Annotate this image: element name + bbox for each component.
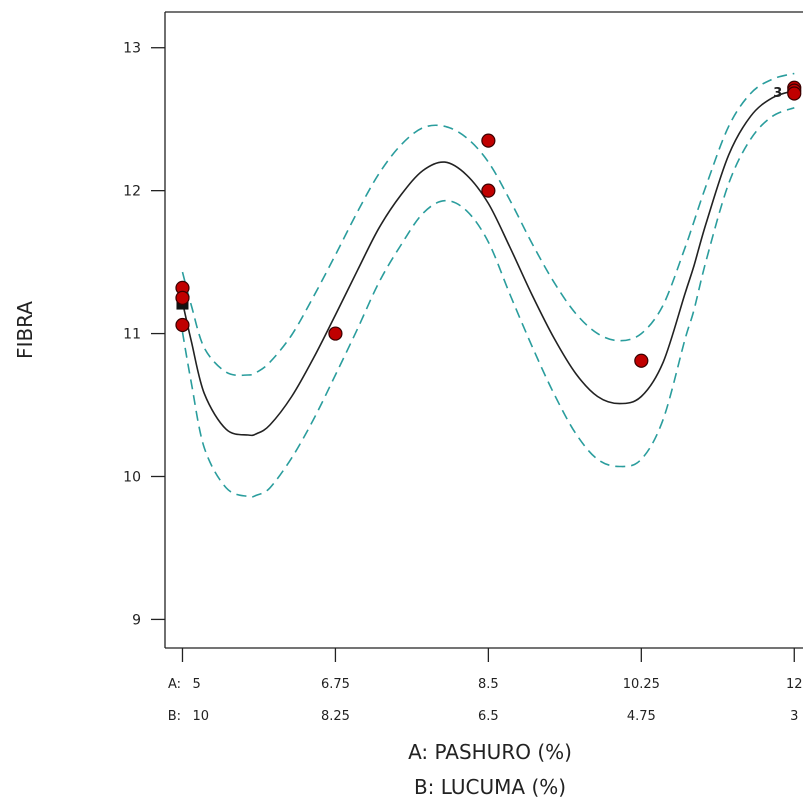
y-tick-label: 12 (123, 184, 141, 200)
b-axis-prefix: B: (168, 709, 181, 724)
a-axis-prefix: A: (168, 677, 181, 692)
points-layer: 3 (175, 80, 802, 368)
fitted-curve (181, 89, 795, 437)
x-axis-title-a: A: PASHURO (%) (408, 740, 572, 764)
a-tick-label: 10.25 (623, 677, 660, 692)
a-tick-label: 6.75 (321, 677, 350, 692)
x-axis-title-b: B: LUCUMA (%) (414, 775, 566, 799)
y-tick-label: 13 (123, 41, 141, 57)
a-tick-label: 12 (786, 677, 803, 692)
b-tick-label: 3 (790, 709, 798, 724)
y-axis: 9 10 11 12 13 (123, 41, 165, 628)
data-point (481, 133, 496, 148)
data-point (175, 317, 190, 333)
y-tick-label: 10 (123, 469, 141, 485)
y-tick-label: 11 (123, 327, 141, 343)
b-tick-label: 4.75 (627, 709, 656, 724)
b-tick-label: 8.25 (321, 709, 350, 724)
a-tick-label: 5 (192, 677, 200, 692)
y-tick-label: 9 (132, 612, 141, 628)
data-point (481, 183, 496, 198)
interval-curve (181, 107, 795, 498)
x-axis: 5 10 6.75 8.25 8.5 6.5 10.25 4.75 12 3 A: B: (168, 648, 803, 724)
data-point (328, 326, 343, 341)
data-point (787, 86, 802, 101)
interval-curve (181, 72, 795, 377)
b-tick-label: 10 (192, 709, 209, 724)
series-layer (181, 72, 795, 498)
plot-frame (164, 11, 803, 649)
a-tick-label: 8.5 (478, 677, 499, 692)
y-axis-title: FIBRA (13, 301, 37, 359)
b-tick-label: 6.5 (478, 709, 499, 724)
design-point-count-label: 3 (773, 86, 782, 101)
data-point (175, 290, 190, 305)
data-point (634, 353, 649, 368)
